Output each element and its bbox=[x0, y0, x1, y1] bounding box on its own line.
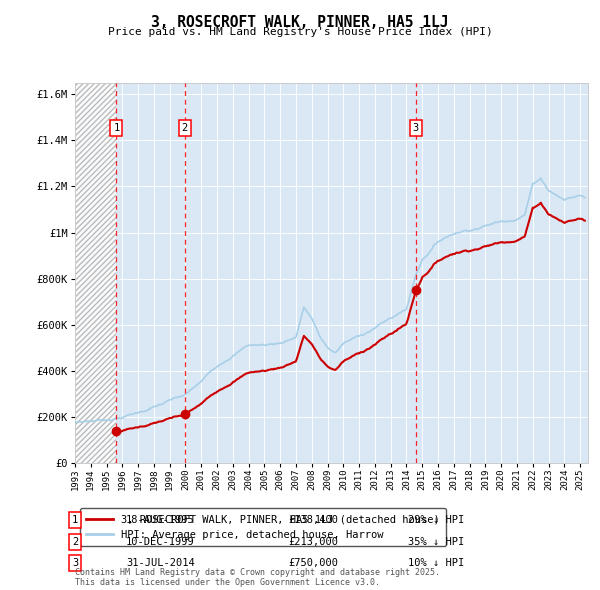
Text: Price paid vs. HM Land Registry's House Price Index (HPI): Price paid vs. HM Land Registry's House … bbox=[107, 27, 493, 37]
Text: 1: 1 bbox=[72, 516, 78, 525]
Text: 29% ↓ HPI: 29% ↓ HPI bbox=[408, 516, 464, 525]
Text: 18-AUG-1995: 18-AUG-1995 bbox=[126, 516, 195, 525]
Legend: 3, ROSECROFT WALK, PINNER, HA5 1LJ (detached house), HPI: Average price, detache: 3, ROSECROFT WALK, PINNER, HA5 1LJ (deta… bbox=[80, 509, 446, 546]
Text: £750,000: £750,000 bbox=[288, 558, 338, 568]
Text: 2: 2 bbox=[72, 537, 78, 546]
Text: 3, ROSECROFT WALK, PINNER, HA5 1LJ: 3, ROSECROFT WALK, PINNER, HA5 1LJ bbox=[151, 15, 449, 30]
Text: 35% ↓ HPI: 35% ↓ HPI bbox=[408, 537, 464, 546]
Text: £213,000: £213,000 bbox=[288, 537, 338, 546]
Text: 3: 3 bbox=[72, 558, 78, 568]
Text: 1: 1 bbox=[113, 123, 119, 133]
Text: 31-JUL-2014: 31-JUL-2014 bbox=[126, 558, 195, 568]
Text: 2: 2 bbox=[181, 123, 188, 133]
Bar bbox=[75, 83, 116, 463]
Text: 10% ↓ HPI: 10% ↓ HPI bbox=[408, 558, 464, 568]
Text: £138,400: £138,400 bbox=[288, 516, 338, 525]
Text: 10-DEC-1999: 10-DEC-1999 bbox=[126, 537, 195, 546]
Text: Contains HM Land Registry data © Crown copyright and database right 2025.
This d: Contains HM Land Registry data © Crown c… bbox=[75, 568, 440, 587]
Text: 3: 3 bbox=[413, 123, 419, 133]
